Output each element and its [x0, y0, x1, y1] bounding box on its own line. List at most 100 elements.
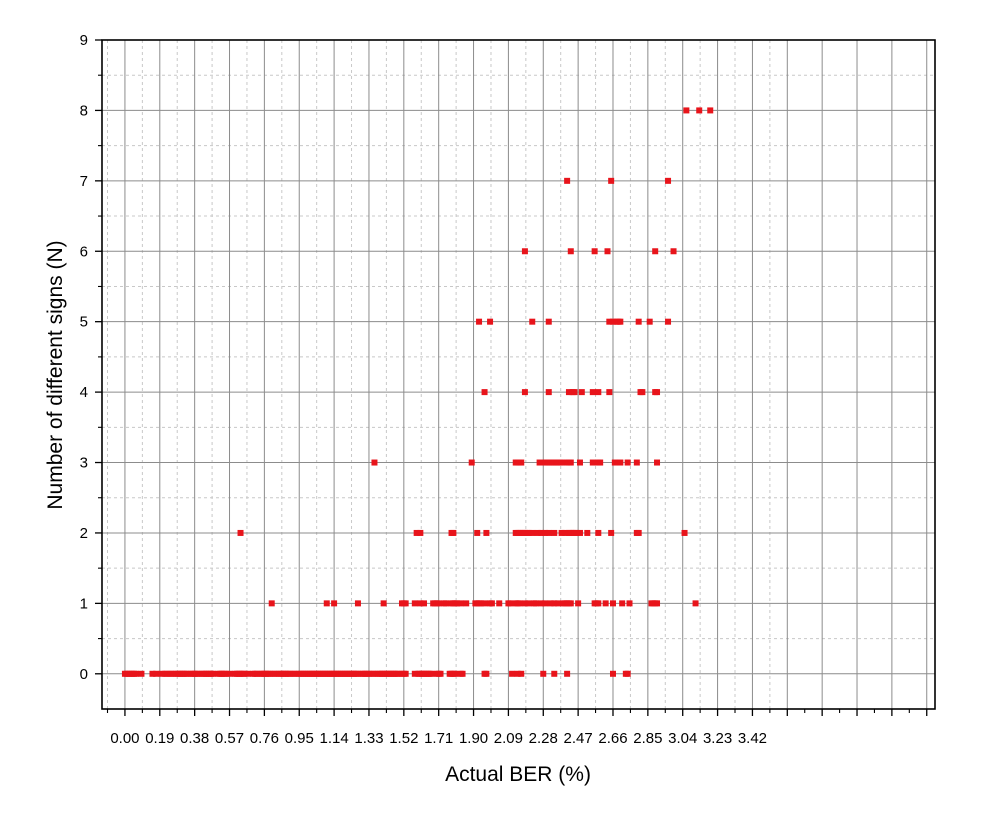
x-axis-title: Actual BER (%) [445, 763, 591, 786]
data-point [149, 670, 156, 677]
data-point [589, 389, 596, 396]
data-point [244, 670, 251, 677]
data-point [521, 248, 528, 255]
data-point [654, 389, 661, 396]
data-point [164, 670, 171, 677]
data-point [487, 318, 494, 325]
data-point [529, 318, 536, 325]
data-point [654, 459, 661, 466]
data-point [195, 670, 202, 677]
data-point [413, 529, 420, 536]
data-point [459, 670, 466, 677]
data-point [210, 670, 217, 677]
data-point [331, 600, 338, 607]
data-point [241, 670, 248, 677]
data-point [411, 600, 418, 607]
x-tick-label: 3.23 [703, 730, 732, 747]
x-tick-label: 0.19 [145, 730, 174, 747]
data-point [595, 529, 602, 536]
data-point [421, 600, 428, 607]
x-tick-label: 1.71 [424, 730, 453, 747]
data-point [525, 529, 532, 536]
data-point [395, 670, 402, 677]
data-point [496, 600, 503, 607]
data-point [132, 670, 139, 677]
data-point [575, 600, 582, 607]
x-tick-label: 1.52 [389, 730, 418, 747]
data-point [365, 670, 372, 677]
y-tick-label: 5 [80, 314, 88, 331]
data-point [417, 600, 424, 607]
data-point [567, 459, 574, 466]
data-point [606, 318, 613, 325]
data-point [589, 459, 596, 466]
data-point [652, 248, 659, 255]
y-tick-label: 1 [80, 595, 88, 612]
y-tick-label: 9 [80, 32, 88, 49]
data-point [696, 107, 703, 114]
y-tick-label: 8 [80, 102, 88, 119]
data-point [158, 670, 165, 677]
x-axis-tick-labels: 0.00 0.19 0.38 0.57 0.76 0.95 1.14 1.33 1.52 1.71… [110, 730, 767, 747]
data-point [371, 459, 378, 466]
data-point [692, 600, 699, 607]
data-point [567, 600, 574, 607]
data-point [481, 600, 488, 607]
data-point [665, 318, 672, 325]
data-point [443, 600, 450, 607]
x-tick-label: 1.33 [354, 730, 383, 747]
data-point [538, 600, 545, 607]
data-point [609, 600, 616, 607]
data-point [617, 459, 624, 466]
data-point [518, 670, 525, 677]
data-point [529, 529, 536, 536]
x-tick-label: 2.85 [633, 730, 662, 747]
data-point [551, 529, 558, 536]
y-tick-label: 3 [80, 455, 88, 472]
x-tick-label: 3.42 [738, 730, 767, 747]
data-point [402, 670, 409, 677]
data-point [266, 670, 273, 677]
data-point [287, 670, 294, 677]
data-point [565, 389, 572, 396]
data-point [516, 600, 523, 607]
data-point [654, 600, 661, 607]
data-point [595, 389, 602, 396]
data-point [646, 318, 653, 325]
x-tick-label: 0.57 [215, 730, 244, 747]
x-tick-label: 2.09 [494, 730, 523, 747]
data-point [542, 600, 549, 607]
data-point [591, 248, 598, 255]
data-point [571, 389, 578, 396]
x-tick-label: 0.00 [110, 730, 139, 747]
data-point [626, 600, 633, 607]
data-point [371, 670, 378, 677]
y-tick-label: 4 [80, 384, 88, 401]
data-point [237, 529, 244, 536]
data-point [597, 459, 604, 466]
data-point [542, 529, 549, 536]
data-point [624, 670, 631, 677]
data-point [483, 529, 490, 536]
data-point [547, 600, 554, 607]
data-point [354, 600, 361, 607]
x-tick-label: 1.14 [320, 730, 349, 747]
data-point [402, 600, 409, 607]
data-point [562, 529, 569, 536]
data-point [578, 389, 585, 396]
data-point [518, 459, 525, 466]
x-tick-label: 0.38 [180, 730, 209, 747]
data-point [609, 318, 616, 325]
x-tick-label: 3.04 [668, 730, 697, 747]
data-point [534, 529, 541, 536]
data-point [665, 177, 672, 184]
data-point [507, 600, 514, 607]
data-point [639, 389, 646, 396]
plot-background [102, 40, 935, 709]
y-axis-title: Number of different signs (N) [44, 240, 67, 509]
data-point [707, 107, 714, 114]
data-point [606, 389, 613, 396]
data-point [452, 670, 459, 677]
data-point [545, 529, 552, 536]
data-point [450, 529, 457, 536]
